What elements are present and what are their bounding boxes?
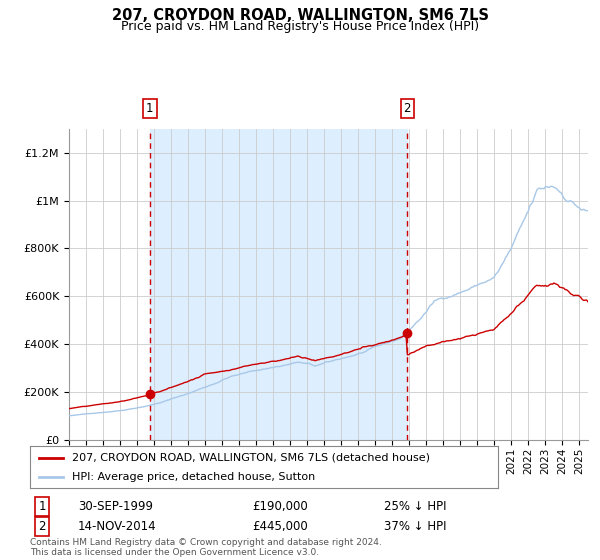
Text: 37% ↓ HPI: 37% ↓ HPI — [384, 520, 446, 533]
Text: Contains HM Land Registry data © Crown copyright and database right 2024.
This d: Contains HM Land Registry data © Crown c… — [30, 538, 382, 557]
Text: 207, CROYDON ROAD, WALLINGTON, SM6 7LS (detached house): 207, CROYDON ROAD, WALLINGTON, SM6 7LS (… — [72, 452, 430, 463]
Text: 2: 2 — [38, 520, 46, 533]
Text: 1: 1 — [38, 500, 46, 514]
Text: Price paid vs. HM Land Registry's House Price Index (HPI): Price paid vs. HM Land Registry's House … — [121, 20, 479, 32]
Text: £445,000: £445,000 — [252, 520, 308, 533]
Text: HPI: Average price, detached house, Sutton: HPI: Average price, detached house, Sutt… — [72, 472, 316, 482]
Text: 1: 1 — [146, 102, 154, 115]
Bar — [150, 129, 407, 440]
Text: 30-SEP-1999: 30-SEP-1999 — [78, 500, 153, 514]
Text: 14-NOV-2014: 14-NOV-2014 — [78, 520, 157, 533]
Text: £190,000: £190,000 — [252, 500, 308, 514]
Text: 2: 2 — [404, 102, 411, 115]
Text: 207, CROYDON ROAD, WALLINGTON, SM6 7LS: 207, CROYDON ROAD, WALLINGTON, SM6 7LS — [112, 8, 488, 24]
Text: 25% ↓ HPI: 25% ↓ HPI — [384, 500, 446, 514]
